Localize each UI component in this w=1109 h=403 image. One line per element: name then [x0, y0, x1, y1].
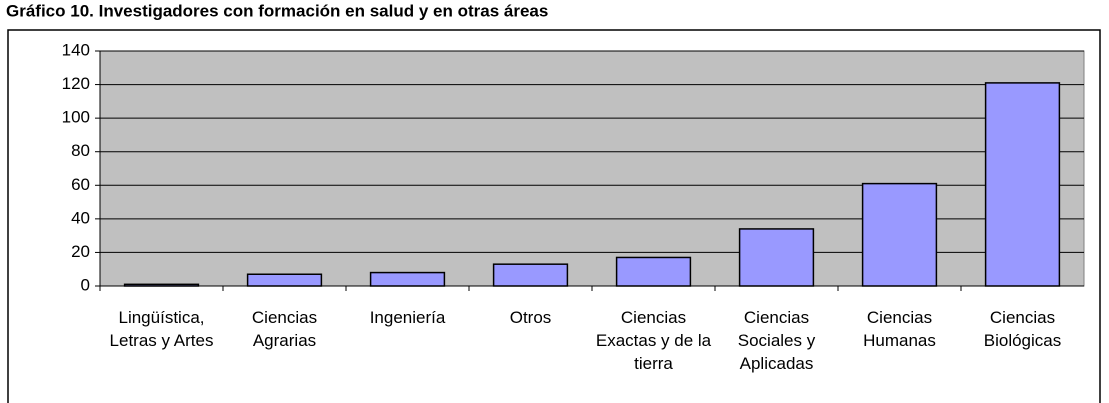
chart-title: Gráfico 10. Investigadores con formación… [6, 1, 548, 20]
bar [861, 182, 938, 287]
x-tick-label: Ciencias Biológicas [983, 308, 1062, 350]
bar [615, 256, 692, 287]
y-tick-label: 100 [62, 108, 90, 127]
y-tick-label: 20 [71, 242, 90, 261]
y-tick-label: 0 [81, 275, 90, 294]
x-tick-label: Ciencias Exactas y de la tierra [595, 308, 712, 373]
bar [984, 82, 1061, 287]
x-tick-label: Ingeniería [369, 308, 446, 327]
y-tick-label: 80 [71, 141, 90, 160]
x-tick-label: Ciencias Agrarias [251, 308, 318, 350]
bar [738, 228, 815, 287]
bar [369, 271, 446, 287]
bar [492, 263, 569, 287]
x-tick-label: Ciencias Sociales y Aplicadas [737, 308, 816, 373]
y-tick-label: 60 [71, 175, 90, 194]
y-tick-label: 140 [62, 40, 90, 59]
x-tick-label: Ciencias Humanas [863, 308, 936, 350]
y-tick-label: 40 [71, 208, 90, 227]
x-tick-label: Otros [509, 308, 552, 327]
bar [246, 273, 323, 287]
y-tick-label: 120 [62, 74, 90, 93]
x-tick-label: Lingüística, Letras y Artes [109, 308, 214, 350]
